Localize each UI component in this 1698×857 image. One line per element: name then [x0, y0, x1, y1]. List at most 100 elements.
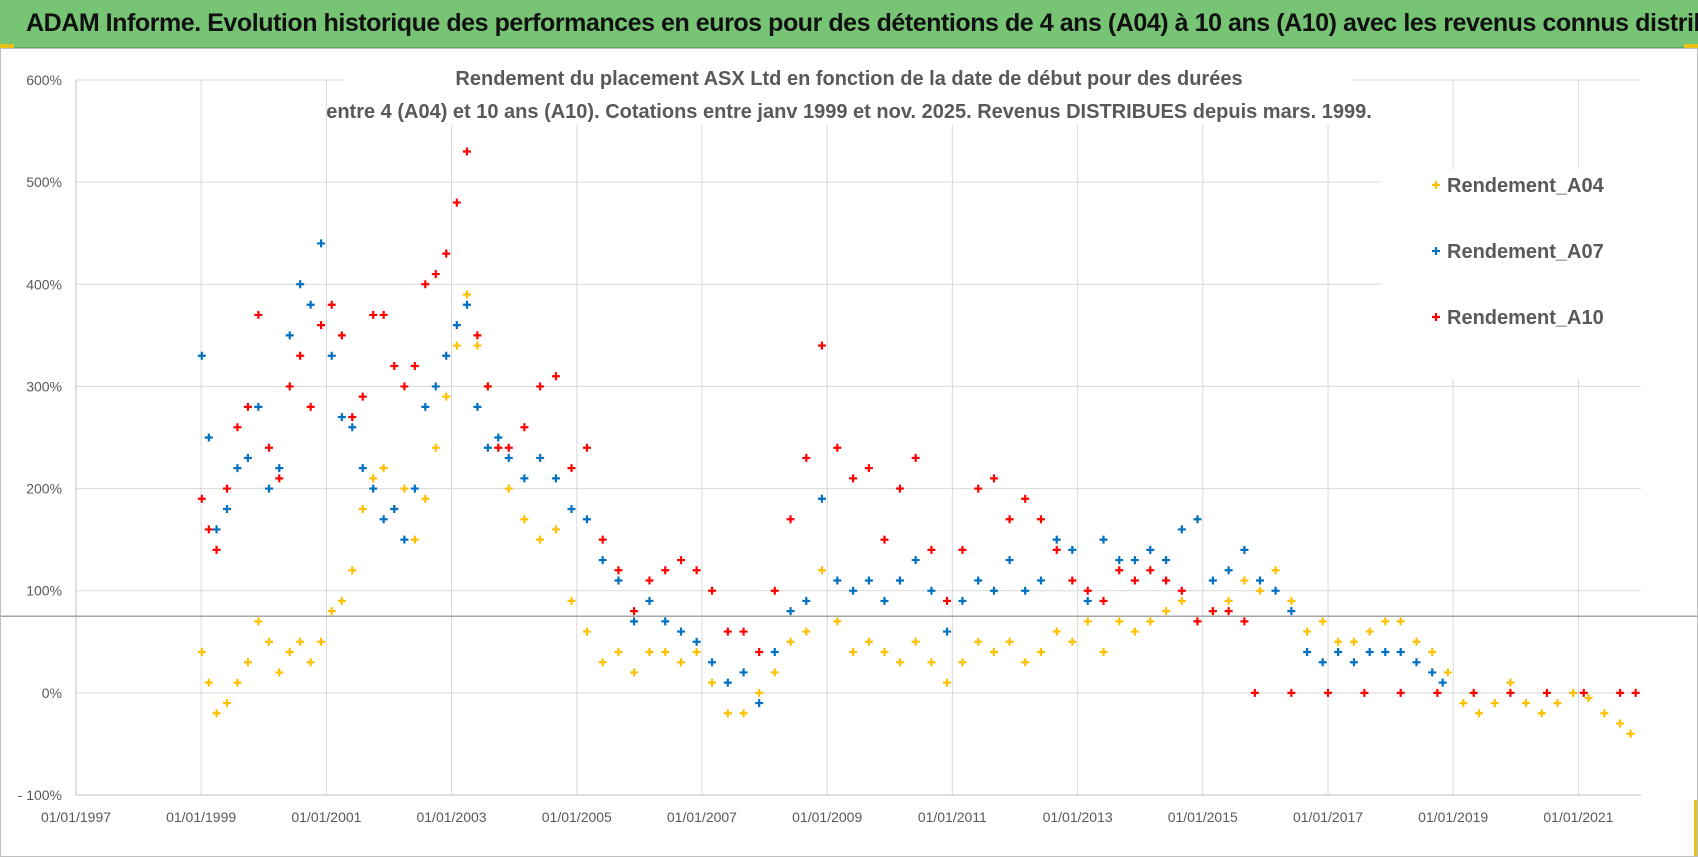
- corner-mark-top-left: [0, 44, 14, 48]
- data-point: [1600, 709, 1609, 718]
- data-point: [390, 362, 399, 370]
- data-point: [551, 525, 560, 534]
- data-point: [504, 484, 513, 493]
- data-point: [927, 545, 936, 554]
- x-tick-label: 01/01/2009: [792, 809, 862, 825]
- data-point: [598, 556, 607, 565]
- data-point: [989, 648, 998, 656]
- data-point: [1616, 688, 1625, 697]
- y-tick-label: 100%: [26, 583, 62, 599]
- data-point: [1177, 586, 1186, 595]
- data-point: [1005, 637, 1014, 646]
- data-point: [1130, 576, 1139, 585]
- data-point: [692, 637, 701, 646]
- data-point: [723, 627, 732, 636]
- title-background: [343, 63, 1351, 125]
- y-tick-label: 300%: [26, 378, 62, 394]
- data-point: [442, 392, 451, 401]
- data-point: [1443, 668, 1452, 677]
- data-point: [1083, 617, 1092, 626]
- data-point: [348, 423, 357, 432]
- data-point: [1631, 688, 1640, 697]
- data-point: [1255, 576, 1264, 585]
- data-point: [400, 382, 409, 391]
- series-Rendement_A04: [197, 290, 1635, 738]
- data-point: [755, 699, 764, 708]
- data-point: [536, 453, 545, 462]
- data-point: [567, 596, 576, 605]
- data-point: [974, 637, 983, 646]
- data-point: [369, 474, 378, 483]
- data-point: [1068, 545, 1077, 554]
- data-point: [197, 494, 206, 503]
- y-tick-label: - 100%: [18, 787, 62, 803]
- data-point: [379, 310, 388, 319]
- data-point: [483, 382, 492, 391]
- data-point: [1083, 596, 1092, 605]
- y-tick-labels: 600% 500% 400% 300% 200% 100% 0% - 100%: [18, 72, 62, 803]
- data-point: [197, 351, 206, 360]
- data-point: [1005, 556, 1014, 565]
- data-point: [358, 392, 367, 401]
- data-point: [1334, 648, 1343, 656]
- data-point: [723, 709, 732, 718]
- data-point: [275, 474, 284, 483]
- data-point: [379, 515, 388, 524]
- data-point: [833, 617, 842, 626]
- data-point: [462, 147, 471, 156]
- data-point: [770, 668, 779, 677]
- data-point: [880, 596, 889, 605]
- data-point: [817, 566, 826, 575]
- data-point: [880, 648, 889, 656]
- data-point: [989, 474, 998, 483]
- data-point: [264, 484, 273, 493]
- data-point: [1224, 607, 1233, 616]
- data-point: [327, 300, 336, 309]
- data-point: [1584, 693, 1593, 702]
- data-point: [1162, 607, 1171, 616]
- y-tick-label: 500%: [26, 174, 62, 190]
- data-point: [254, 617, 263, 626]
- data-point: [1005, 515, 1014, 524]
- data-point: [1099, 648, 1108, 656]
- data-point: [462, 290, 471, 299]
- data-point: [243, 453, 252, 462]
- data-point: [786, 515, 795, 524]
- data-point: [306, 402, 315, 411]
- header-banner: ADAM Informe. Evolution historique des p…: [0, 0, 1698, 48]
- data-point: [1193, 515, 1202, 524]
- data-point: [708, 658, 717, 667]
- data-point: [1052, 535, 1061, 544]
- data-point: [1021, 658, 1030, 667]
- data-point: [739, 709, 748, 718]
- corner-mark-bottom-right: [1694, 800, 1698, 857]
- data-point: [421, 280, 430, 289]
- x-tick-labels: 01/01/1997 01/01/1999 01/01/2001 01/01/2003…: [41, 809, 1614, 825]
- data-point: [212, 709, 221, 718]
- data-point: [895, 484, 904, 493]
- data-point: [337, 413, 346, 422]
- x-tick-label: 01/01/2019: [1418, 809, 1488, 825]
- data-point: [1469, 688, 1478, 697]
- data-point: [327, 607, 336, 616]
- x-tick-label: 01/01/1999: [166, 809, 236, 825]
- data-point: [661, 648, 670, 656]
- data-point: [598, 535, 607, 544]
- y-tick-label: 200%: [26, 481, 62, 497]
- data-point: [296, 280, 305, 289]
- data-point: [864, 576, 873, 585]
- data-point: [630, 607, 639, 616]
- data-point: [520, 515, 529, 524]
- data-point: [1115, 617, 1124, 626]
- data-point: [958, 596, 967, 605]
- data-point: [802, 596, 811, 605]
- data-point: [204, 678, 213, 687]
- data-point: [358, 464, 367, 473]
- data-point: [974, 484, 983, 493]
- data-point: [1240, 617, 1249, 626]
- data-point: [1021, 494, 1030, 503]
- data-point: [452, 321, 461, 330]
- data-point: [1626, 729, 1635, 738]
- data-point: [1271, 586, 1280, 595]
- data-point: [1396, 648, 1405, 656]
